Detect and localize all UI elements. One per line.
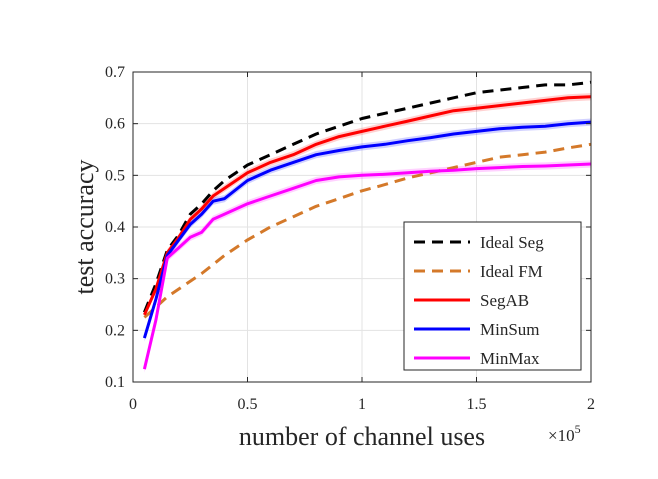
legend-label-minsum: MinSum — [480, 320, 540, 339]
y-axis-title: test accuracy — [70, 160, 99, 295]
band-minsum — [144, 118, 591, 342]
y-tick-label: 0.7 — [105, 64, 125, 81]
y-tick-label: 0.1 — [105, 374, 125, 391]
tick-labels: 0 0.5 1 1.5 2 0.1 0.2 0.3 0.4 0.5 0.6 0.7 — [105, 64, 595, 413]
legend-label-segab: SegAB — [480, 291, 529, 310]
x-tick-label: 2 — [587, 396, 595, 413]
series-lines — [142, 80, 592, 370]
legend-box — [403, 221, 582, 371]
series-line-minsum — [142, 120, 592, 339]
legend-label-ideal-seg: Ideal Seg — [480, 233, 544, 252]
x-tick-label: 1.5 — [467, 396, 487, 413]
axis-ticks — [132, 71, 592, 383]
x-axis-title: number of channel uses — [239, 422, 485, 451]
y-tick-label: 0.5 — [105, 167, 125, 184]
legend-label-minmax: MinMax — [480, 349, 540, 368]
series-line-segab — [143, 95, 592, 316]
y-tick-label: 0.3 — [105, 271, 125, 288]
series-line-ideal-seg — [143, 80, 592, 313]
x-tick-label: 0.5 — [238, 396, 258, 413]
x-axis-multiplier: ×105 — [548, 422, 581, 445]
confidence-bands — [144, 93, 591, 373]
y-tick-label: 0.2 — [105, 322, 125, 339]
series-line-minmax — [142, 162, 592, 370]
x-tick-label: 1 — [358, 396, 366, 413]
legend: Ideal Seg Ideal FM SegAB MinSum MinMax — [403, 221, 582, 371]
y-tick-label: 0.6 — [105, 116, 125, 133]
series-line-ideal-fm — [143, 142, 592, 319]
y-tick-label: 0.4 — [105, 219, 125, 236]
x-tick-label: 0 — [129, 396, 137, 413]
legend-label-ideal-fm: Ideal FM — [480, 262, 543, 281]
